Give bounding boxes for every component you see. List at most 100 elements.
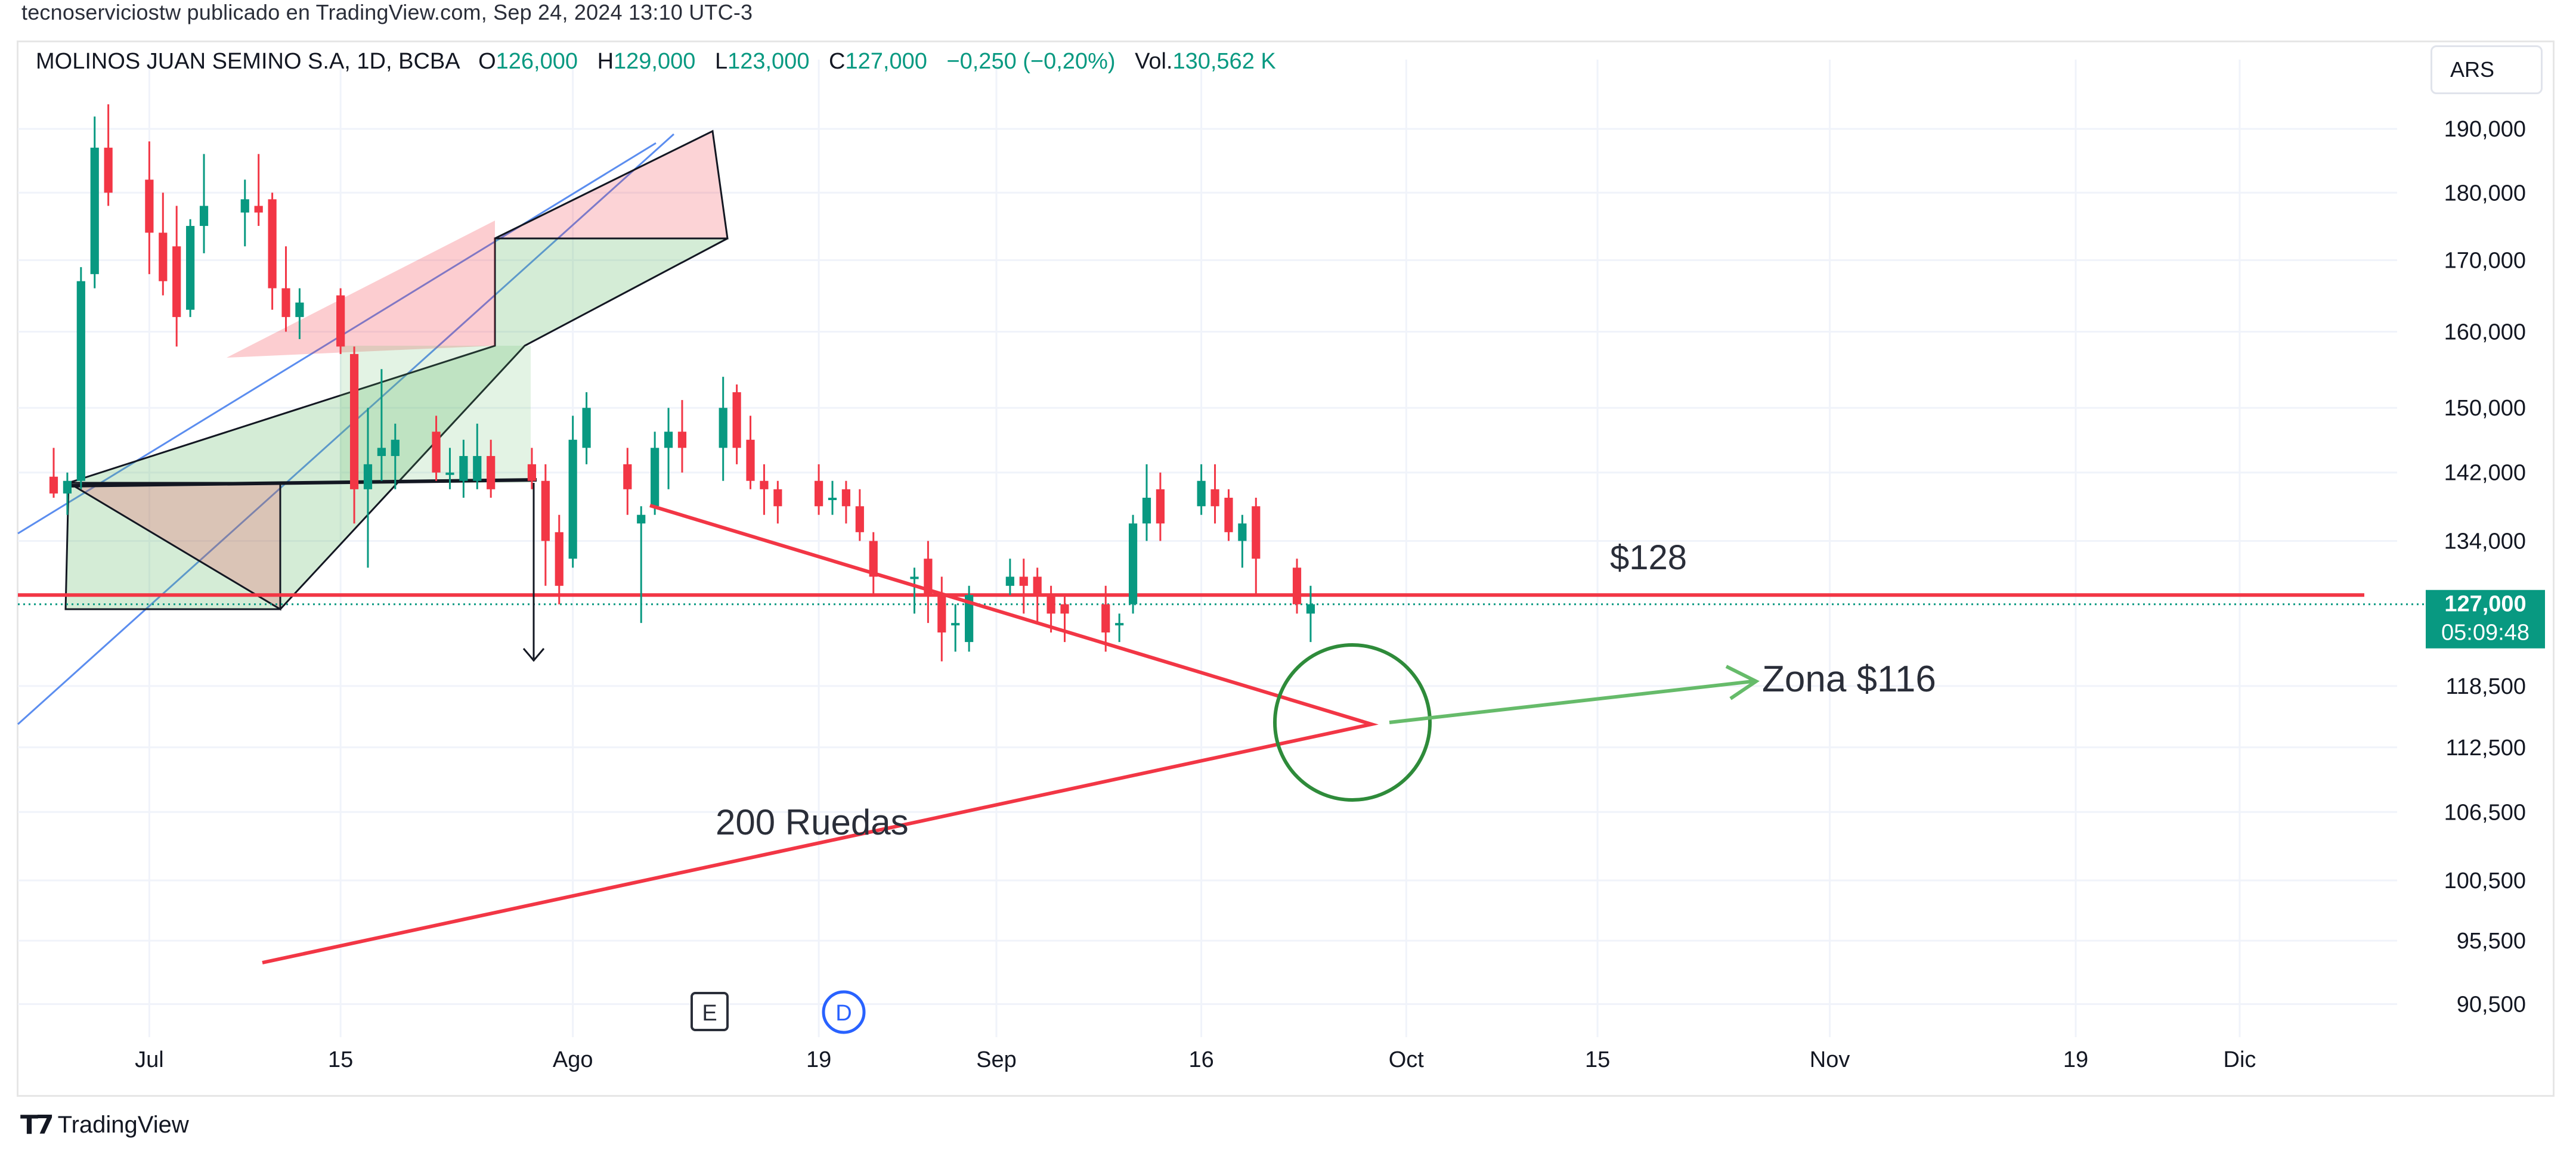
pattern-green-box	[340, 346, 531, 483]
time-tick-label: Sep	[976, 1047, 1017, 1072]
candle-body	[760, 480, 769, 489]
time-tick-label: 15	[1585, 1047, 1610, 1072]
candle-body	[814, 480, 823, 507]
candle-body	[582, 408, 591, 448]
candle-body	[664, 432, 673, 448]
candle-body	[555, 532, 564, 586]
candle-body	[855, 506, 864, 532]
change-value: −0,250 (−0,20%)	[946, 49, 1116, 74]
candle-body	[746, 439, 755, 481]
last-price-value: 127,000	[2444, 592, 2526, 617]
candle-body	[377, 448, 386, 457]
time-tick-label: Oct	[1389, 1047, 1425, 1072]
candle-body	[459, 456, 468, 481]
candle-body	[1142, 498, 1151, 524]
candle-body	[1033, 576, 1042, 595]
candle-body	[363, 464, 373, 489]
price-tick-label: 142,000	[2444, 461, 2526, 486]
candle-body	[172, 246, 181, 317]
candle-body	[295, 302, 304, 317]
last-price-badge	[2426, 590, 2545, 649]
price-tick-label: 160,000	[2444, 319, 2526, 345]
candle-body	[1115, 623, 1124, 626]
candle-body	[445, 472, 454, 475]
candle-body	[1019, 576, 1028, 586]
time-tick-label: 19	[2063, 1047, 2088, 1072]
candle-body	[1252, 506, 1261, 559]
high-value: 129,000	[614, 49, 696, 74]
volume-label: Vol.	[1135, 49, 1173, 74]
candle-body	[281, 288, 290, 317]
low-label: L	[714, 49, 728, 74]
time-axis: Jul 15 Ago 19 Sep 16 Oct 15 Nov 19 Dic E D	[135, 990, 2256, 1072]
candle-body	[623, 464, 632, 489]
symbol-label: MOLINOS JUAN SEMINO S.A, 1D, BCBA	[36, 49, 459, 74]
tradingview-logo-icon: 𝗧𝟳	[20, 1110, 54, 1140]
chart-frame	[17, 41, 2555, 1097]
candle-body	[568, 439, 577, 559]
candle-body	[1292, 567, 1302, 604]
open-value: 126,000	[496, 49, 578, 74]
price-axis: 190,000 180,000 170,000 160,000 150,000 142,0…	[2426, 117, 2545, 1017]
candle-body	[1060, 604, 1069, 614]
candle-body	[104, 147, 113, 193]
candle-body	[637, 514, 646, 524]
candle-body	[1101, 604, 1110, 633]
candle-body	[186, 226, 195, 310]
high-label: H	[597, 49, 614, 74]
price-tick-label: 100,500	[2444, 868, 2526, 894]
earnings-badge-label: E	[702, 1001, 717, 1026]
candle-body	[651, 448, 660, 507]
price-tick-label: 90,500	[2457, 992, 2526, 1017]
earnings-badge[interactable]	[691, 992, 729, 1031]
close-label: C	[829, 49, 846, 74]
candle-body	[240, 199, 249, 213]
candle-body	[76, 281, 85, 481]
annotation-text: $128	[1610, 538, 1687, 577]
target-arrow-head	[1725, 665, 1760, 700]
drawings-front-layer	[262, 483, 1760, 964]
candle-body	[1210, 489, 1219, 507]
price-tick-label: 95,500	[2457, 929, 2526, 954]
price-tick-label: 190,000	[2444, 117, 2526, 142]
wedge-lines-red	[262, 504, 1379, 964]
candle-body	[924, 559, 933, 595]
last-price-countdown: 05:09:48	[2441, 621, 2529, 646]
candle-body	[145, 179, 154, 233]
close-value: 127,000	[845, 49, 927, 74]
time-tick-label: 19	[806, 1047, 831, 1072]
candle-body	[732, 392, 741, 448]
attribution-text: tecnoserviciostw publicado en TradingVie…	[21, 0, 753, 24]
annotation-text: 200 Ruedas	[716, 802, 909, 842]
currency-button[interactable]: ARS	[2431, 45, 2543, 94]
time-tick-label: Nov	[1810, 1047, 1850, 1072]
candle-body	[1046, 595, 1055, 614]
candle-body	[1197, 480, 1206, 507]
chart-grid	[18, 60, 2397, 1037]
chart-legend: MOLINOS JUAN SEMINO S.A, 1D, BCBA O126,0…	[36, 49, 1276, 75]
candle-body	[1306, 604, 1315, 614]
time-tick-label: 16	[1188, 1047, 1213, 1072]
candle-body	[841, 489, 851, 507]
time-tick-label: Jul	[135, 1047, 164, 1072]
dividend-badge[interactable]	[822, 990, 866, 1034]
price-tick-label: 180,000	[2444, 181, 2526, 206]
tradingview-logo[interactable]: 𝗧𝟳 TradingView	[20, 1110, 189, 1140]
dividend-badge-label: D	[835, 1001, 852, 1026]
candle-body	[965, 595, 974, 643]
candle-body	[527, 464, 537, 481]
candle-body	[49, 476, 58, 494]
candle-body	[1238, 523, 1247, 541]
candle-body	[254, 206, 263, 213]
candle-body	[159, 232, 168, 281]
candle-body	[63, 480, 72, 494]
annotation-text: Zona $116	[1762, 659, 1936, 700]
time-tick-label: Dic	[2224, 1047, 2256, 1072]
low-value: 123,000	[727, 49, 810, 74]
candle-body	[937, 595, 946, 633]
tradingview-brand: TradingView	[57, 1112, 189, 1138]
candle-body	[1224, 498, 1233, 532]
candles-layer	[49, 104, 1315, 662]
candle-body	[487, 456, 496, 489]
